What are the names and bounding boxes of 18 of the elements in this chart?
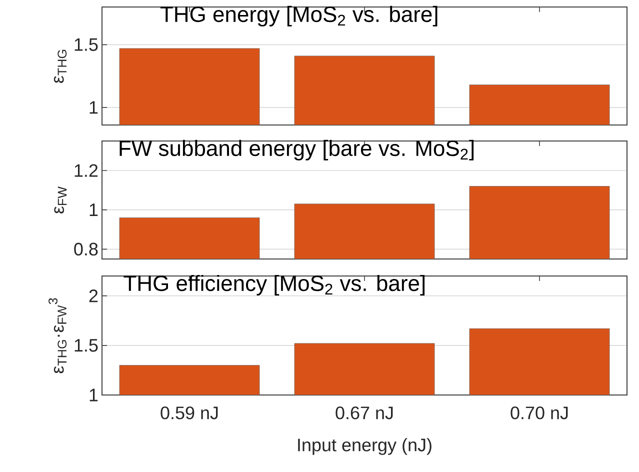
chart-title: THG efficiency [MoS$_{2}$ vs. bare] [124, 274, 425, 296]
y-axis-title: ε$_{THG}$·ε$_{FW}$3 [48, 298, 67, 374]
x-axis-title: Input energy (nJ) [298, 438, 432, 455]
y-tick-label: 1.5 [74, 38, 98, 51]
y-tick-label: 1 [90, 388, 98, 402]
y-tick-label: 2 [89, 290, 98, 302]
chart-title: FW subband energy [bare vs. MoS$_{2}$] [120, 140, 474, 160]
x-tick-label: 0.70 nJ [510, 406, 568, 420]
chart-title: THG energy [MoS$_{2}$ vs. bare] [160, 6, 438, 26]
y-axis-title: ε$_{THG}$ [54, 50, 67, 83]
x-tick-label: 0.67 nJ [336, 406, 393, 420]
y-tick-label: 1 [90, 204, 98, 216]
y-tick-label: 1.2 [74, 164, 98, 177]
x-tick-label: 0.59 nJ [160, 406, 218, 420]
y-tick-label: 1 [90, 101, 98, 114]
y-tick-label: 0.8 [74, 242, 98, 256]
y-axis-title: ε$_{FW}$ [54, 186, 67, 214]
y-tick-label: 1.5 [74, 339, 98, 352]
